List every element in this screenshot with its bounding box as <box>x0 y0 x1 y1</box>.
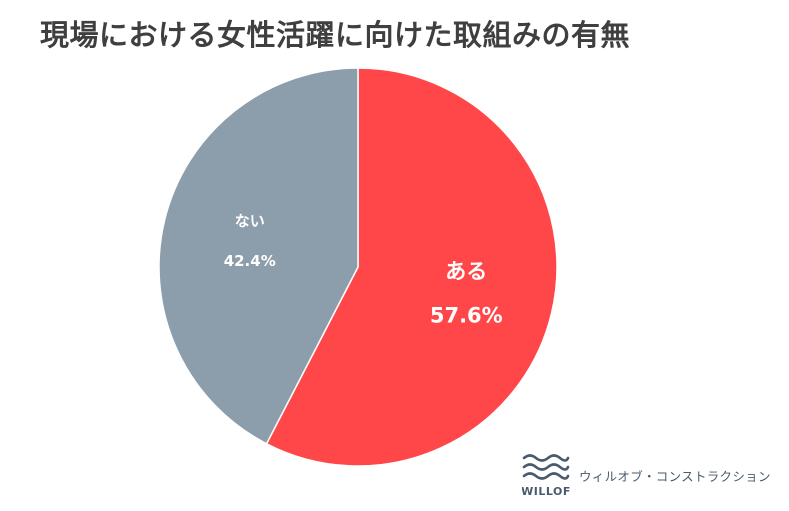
pie-labels: ある 57.6% ない 42.4% <box>224 212 503 328</box>
brand-company-name: ウィルオブ・コンストラクション <box>579 469 771 484</box>
slice-label-name: ある <box>445 260 487 284</box>
slice-label-value: 57.6% <box>430 304 503 328</box>
pie-slices <box>158 67 558 467</box>
pie-slice-no <box>158 67 359 445</box>
chart-title: 現場における女性活躍に向けた取組みの有無 <box>40 18 631 52</box>
slice-label-value: 42.4% <box>224 252 276 270</box>
pie-slice-yes <box>265 67 558 467</box>
brand-logo-text: WILLOF <box>522 485 570 498</box>
slice-label-name: ない <box>235 212 265 230</box>
wave-lines-icon: WILLOF <box>522 454 570 498</box>
